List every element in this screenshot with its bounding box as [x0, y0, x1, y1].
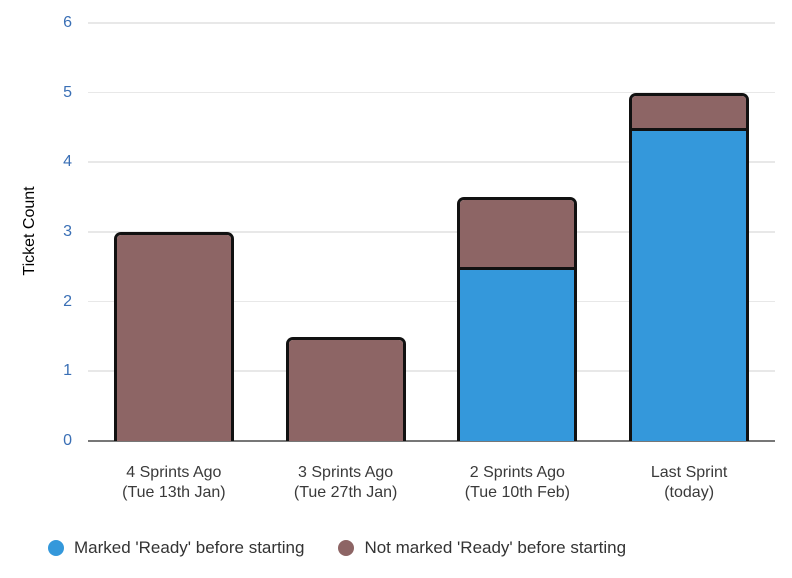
legend-dot-icon	[48, 540, 64, 556]
bar-3-sprints-ago	[285, 336, 406, 441]
legend-dot-icon	[338, 540, 355, 556]
x-category-label: 2 Sprints Ago (Tue 10th Feb)	[432, 463, 604, 503]
y-tick-label: 0	[63, 432, 72, 449]
bar-2-sprints-ago	[457, 197, 578, 441]
x-category-label-line2: (Tue 13th Jan)	[122, 484, 226, 501]
bar-4-sprints-ago	[113, 232, 234, 441]
y-tick-label: 2	[63, 292, 72, 310]
legend: Marked 'Ready' before starting Not marked…	[48, 538, 626, 558]
gridline	[88, 231, 775, 233]
y-tick-label: 1	[63, 362, 72, 380]
x-category-label-line1: 4 Sprints Ago	[126, 464, 222, 481]
x-category-label: 4 Sprints Ago (Tue 13th Jan)	[88, 463, 260, 503]
bar-segment-ready	[632, 130, 747, 441]
bar-segment-not-ready	[460, 200, 575, 270]
legend-item: Not marked 'Ready' before starting	[338, 538, 626, 558]
x-category-label-line1: 3 Sprints Ago	[298, 464, 394, 481]
legend-label: Marked 'Ready' before starting	[74, 538, 305, 557]
legend-item: Marked 'Ready' before starting	[48, 538, 304, 558]
x-category-label-line1: Last Sprint	[650, 464, 728, 481]
bar-segment-ready	[460, 269, 575, 441]
bar-segment-not-ready	[288, 339, 403, 441]
y-tick-label: 6	[63, 14, 72, 31]
y-tick-label: 4	[63, 153, 72, 171]
plot-area	[88, 22, 775, 442]
gridline	[88, 91, 775, 94]
bar-segment-not-ready	[632, 95, 747, 131]
gridline	[88, 300, 775, 303]
gridline	[88, 370, 775, 372]
y-tick-label: 3	[63, 223, 72, 240]
bar-segment-not-ready	[116, 235, 231, 441]
legend-label: Not marked 'Ready' before starting	[364, 538, 627, 557]
bar-last-sprint	[629, 92, 750, 441]
y-tick-label: 5	[63, 83, 72, 101]
x-category-label-line2: (Tue 27th Jan)	[293, 484, 398, 501]
x-category-label-line2: (today)	[664, 484, 715, 501]
gridline	[88, 161, 775, 163]
x-category-label: 3 Sprints Ago (Tue 27th Jan)	[260, 463, 432, 503]
gridline	[88, 22, 775, 24]
x-axis-line	[88, 440, 775, 442]
x-category-label-line1: 2 Sprints Ago	[469, 464, 565, 481]
x-category-label-line2: (Tue 10th Feb)	[464, 484, 570, 501]
x-category-label: Last Sprint (today)	[603, 463, 775, 503]
